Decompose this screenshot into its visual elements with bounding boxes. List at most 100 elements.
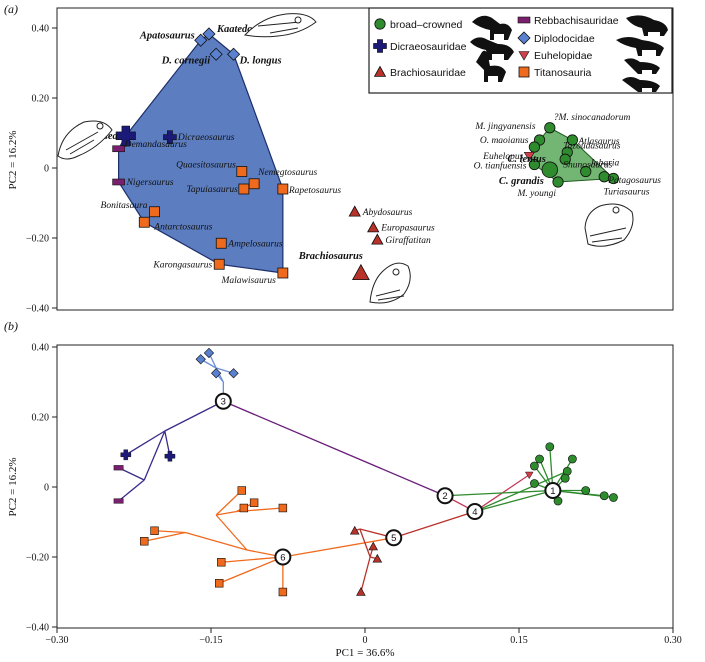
taxon-label-brachiosaurus: Brachiosaurus [298,251,363,262]
tip-apatosaurus [195,354,206,365]
point-shunosaurus [559,153,571,165]
camarasaurid-skull-icon [584,203,634,247]
node-6 [274,548,292,566]
tip-nemegtosaurus [249,498,259,507]
taxon-label-demandasaurus: Demandasaurus [124,140,188,150]
point-karongasaurus [213,258,225,270]
panel-a-points [112,27,620,281]
tip-malawisaurus [278,587,288,597]
point-suuwassea [115,125,136,146]
legend-marker-brachio [373,65,387,77]
tip-ampelosaurus [217,558,226,567]
tip-europasaurus [368,541,379,551]
taxon-label-tapuiasaurus: Tapuiasaurus [186,185,238,195]
branch [223,400,446,497]
legend-label-diplo: Diplodocidae [534,33,595,45]
branch [474,489,554,513]
tip-o-tianfuensis [530,479,539,488]
point-quaesitosaurus [236,166,248,177]
point-brachiosaurus [351,263,370,281]
taxon-label-turiasaurus: Turiasaurus [603,188,649,198]
legend-marker-diplo [517,31,531,45]
branch [282,537,394,558]
diplodocid-skull-icon [243,13,317,38]
point-o-maoianus [528,141,541,153]
taxon-label-dicraeosaurus: Dicraeosaurus [177,133,235,143]
point-nemegtosaurus [248,178,260,190]
branch [445,489,553,497]
taxon-label-giraffatitan: Giraffatitan [385,235,431,246]
taxon-label-nemegtosaurus: Nemegtosaurus [257,168,317,178]
point-c-grandis [541,161,559,178]
legend-label-rebbach: Rebbachisauridae [534,15,619,27]
tip-giraffatitan [372,553,383,563]
branch [221,556,283,563]
branch [215,514,248,551]
rebbachisaurid-silhouette-icon [626,15,668,36]
node-label-6: 6 [280,552,285,563]
point-rapetosaurus [277,183,289,195]
branch [216,510,237,516]
node-label-5: 5 [391,533,396,544]
titanosaur-silhouette-icon [622,77,660,92]
tip-bonitasaura [150,526,159,535]
taxon-label-bonitasaura: Bonitasaura [101,201,148,211]
branch [185,531,248,551]
panel-b-y-axis-label: PC2 = 16.2% [7,457,19,516]
diplodocoid-titanosaur-hull [117,33,284,274]
taxon-label-europasaurus: Europasaurus [380,224,435,234]
legend: broad–crowned Dicraeosauridae Brachiosauri… [368,7,673,94]
point-bonitasaura [149,206,160,218]
point-antarctosaurus [138,216,150,228]
taxon-label-kaatedocus: Kaatedocus [216,24,267,35]
tip-euhelopus [524,471,534,480]
tip-d-carnegii [211,368,222,379]
tip-o-maoianus [530,461,539,471]
legend-label-titano: Titanosauria [534,67,592,79]
taxon-label-ampelosaurus: Ampelosaurus [227,239,283,249]
branch [474,470,568,513]
node-label-3: 3 [221,397,226,408]
y-tick-label: 0 [44,483,49,494]
y-tick-label: −0.40 [26,304,49,315]
legend-marker-euhelop [518,51,530,61]
legend-marker-broad [374,18,386,30]
tip-antarctosaurus [140,537,149,546]
node-label-4: 4 [472,507,477,518]
tip-demandasaurus [113,465,124,471]
taxon-label-o-maoianus: O. maoianus [480,136,529,146]
y-tick-label: 0.20 [32,94,50,105]
point-jobaria [580,165,592,178]
panel-a-y-ticks: 0.40 0.20 0 −0.20 −0.40 [26,24,57,315]
point-malawisaurus [277,267,289,279]
panel-b-x-axis-label: PC1 = 36.6% [335,647,394,659]
branch [218,556,284,584]
taxon-label-abydosaurus: Abydosaurus [362,208,413,218]
panel-b-points [113,347,618,597]
taxon-label-euhelopus: Euhelopus [482,152,523,162]
tip-d-longus [228,368,239,379]
branch [144,531,186,542]
taxon-label-tazoudasaurus: Tazoudasaurus [563,141,621,151]
taxon-label-malawisaurus: Malawisaurus [220,276,276,286]
brachiosaurid-silhouette-icon [476,50,506,82]
tip-tapuiasaurus [239,503,249,513]
branch [125,430,166,456]
panel-b-ticks: 0.40 0.20 0 −0.20 −0.40−0.30 −0.15 0 0.15 0.30 [26,343,682,647]
y-tick-label: 0.40 [32,24,50,35]
dicraeosaurid-silhouette-icon [470,37,514,60]
y-tick-label: −0.20 [26,553,49,564]
node-1 [544,482,562,499]
point-kaatedocus [202,27,216,41]
point-nigersaurus [112,178,125,186]
node-label-2: 2 [442,491,447,502]
euhelopid-silhouette-icon [624,58,660,74]
taxon-label-d-longus: D. longus [239,55,282,66]
point-d-longus [227,47,241,61]
taxon-label-c-grandis: C. grandis [499,176,544,187]
x-tick-label: 0.15 [510,635,528,646]
legend-label-brachio: Brachiosauridae [390,67,466,79]
point-d-carnegii [209,47,223,61]
branch [393,510,476,539]
